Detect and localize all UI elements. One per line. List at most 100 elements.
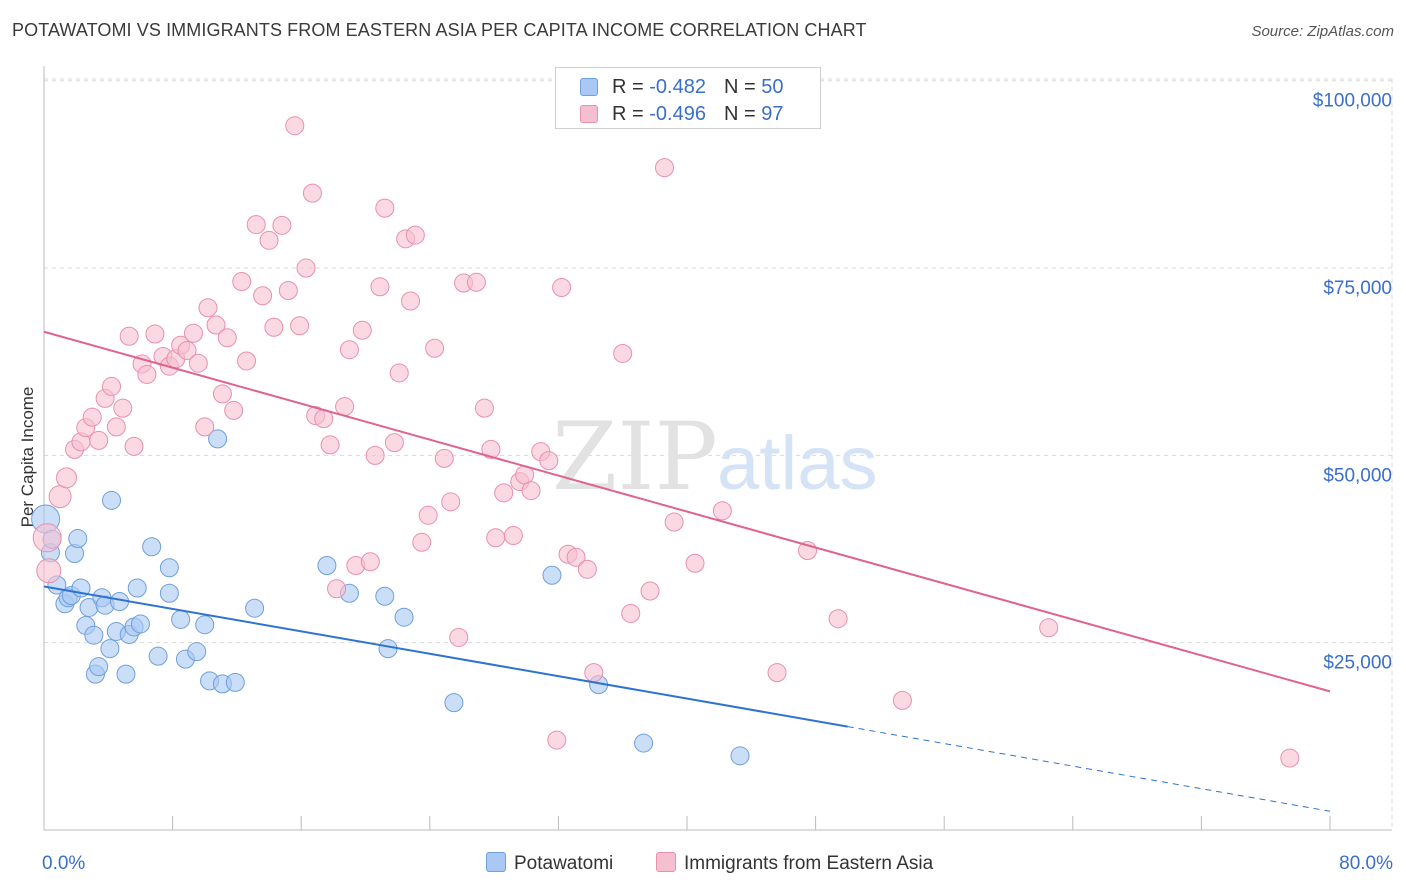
immigrants-point bbox=[494, 483, 514, 503]
immigrants-point bbox=[102, 376, 122, 396]
r-label: R = bbox=[612, 76, 650, 98]
immigrants-point bbox=[621, 603, 641, 623]
source-label: Source: ZipAtlas.com bbox=[1251, 23, 1394, 40]
immigrants-point bbox=[389, 363, 409, 383]
immigrants-point bbox=[434, 448, 454, 468]
immigrants-point bbox=[259, 230, 279, 250]
immigrants-point bbox=[183, 323, 203, 343]
potawatomi-point bbox=[730, 746, 750, 766]
immigrants-point bbox=[1039, 618, 1059, 638]
potawatomi-point bbox=[187, 642, 207, 662]
potawatomi-point bbox=[116, 664, 136, 684]
potawatomi-point bbox=[225, 672, 245, 692]
immigrants-point bbox=[418, 505, 438, 525]
immigrants-point bbox=[1280, 748, 1300, 768]
immigrants-point bbox=[320, 435, 340, 455]
immigrants-point bbox=[405, 225, 425, 245]
r-value: -0.496 bbox=[649, 103, 706, 125]
potawatomi-point bbox=[159, 583, 179, 603]
axis-layer bbox=[43, 66, 1392, 831]
immigrants-point bbox=[198, 298, 218, 318]
potawatomi-point bbox=[375, 586, 395, 606]
immigrants-point bbox=[237, 351, 257, 371]
immigrants-point bbox=[654, 158, 674, 178]
legend-item-potawatomi: Potawatomi bbox=[486, 852, 613, 875]
immigrants-point bbox=[106, 417, 126, 437]
immigrants-point bbox=[401, 291, 421, 311]
potawatomi-point bbox=[159, 558, 179, 578]
immigrants-point bbox=[124, 436, 144, 456]
x-tick-label: 0.0% bbox=[42, 853, 85, 874]
y-tick-label: $75,000 bbox=[1323, 278, 1392, 299]
immigrants-point bbox=[685, 553, 705, 573]
legend-item-immigrants: Immigrants from Eastern Asia bbox=[656, 852, 933, 875]
y-tick-label: $50,000 bbox=[1323, 465, 1392, 486]
immigrants-point bbox=[335, 397, 355, 417]
potawatomi-point bbox=[378, 639, 398, 659]
immigrants-point bbox=[547, 730, 567, 750]
immigrants-point bbox=[232, 272, 252, 292]
immigrants-point bbox=[285, 116, 305, 136]
immigrants-point bbox=[767, 663, 787, 683]
potawatomi-point bbox=[542, 565, 562, 585]
pink-swatch bbox=[580, 105, 598, 123]
series-legend: Potawatomi Immigrants from Eastern Asia bbox=[0, 852, 1406, 878]
chart-title: POTAWATOMI VS IMMIGRANTS FROM EASTERN AS… bbox=[12, 20, 867, 40]
legend-row-potawatomi: R = -0.482 N = 50 bbox=[556, 74, 820, 102]
potawatomi-trend-extension bbox=[847, 726, 1331, 812]
immigrants-point bbox=[828, 609, 848, 629]
legend-row-immigrants: R = -0.496 N = 97 bbox=[556, 101, 820, 129]
immigrants-point bbox=[552, 278, 572, 298]
potawatomi-point bbox=[171, 609, 191, 629]
immigrants-point bbox=[486, 528, 506, 548]
immigrants-point bbox=[441, 492, 461, 512]
immigrants-point bbox=[466, 272, 486, 292]
potawatomi-point bbox=[634, 733, 654, 753]
immigrants-point bbox=[89, 430, 109, 450]
immigrants-point bbox=[370, 277, 390, 297]
immigrants-point bbox=[36, 558, 62, 584]
immigrants-point bbox=[302, 183, 322, 203]
y-tick-label: $25,000 bbox=[1323, 653, 1392, 674]
immigrants-point bbox=[56, 467, 78, 489]
immigrants-trend-line bbox=[43, 330, 1331, 693]
immigrants-point bbox=[224, 400, 244, 420]
immigrants-point bbox=[360, 552, 380, 572]
immigrants-point bbox=[48, 485, 72, 509]
watermark: ZIP atlas bbox=[552, 403, 878, 512]
tick-label-layer: $25,000 $50,000 $75,000 $100,000 0.0% 80.0% bbox=[42, 91, 1393, 874]
r-label: R = bbox=[612, 103, 650, 125]
blue-swatch bbox=[580, 78, 598, 96]
immigrants-point bbox=[584, 663, 604, 683]
immigrants-point bbox=[539, 451, 559, 471]
potawatomi-point bbox=[317, 556, 337, 576]
n-value: 50 bbox=[761, 76, 784, 98]
immigrants-point bbox=[246, 215, 266, 235]
immigrants-point bbox=[613, 343, 633, 363]
potawatomi-point bbox=[89, 657, 109, 677]
immigrants-point bbox=[217, 328, 237, 348]
immigrants-point bbox=[892, 690, 912, 710]
immigrants-point bbox=[177, 340, 197, 360]
potawatomi-point bbox=[195, 615, 215, 635]
n-label: N = bbox=[723, 103, 762, 125]
immigrants-point bbox=[521, 481, 541, 501]
immigrants-point bbox=[339, 340, 359, 360]
points-layer bbox=[31, 116, 1300, 768]
immigrants-point bbox=[206, 315, 226, 335]
immigrants-point bbox=[272, 215, 292, 235]
potawatomi-point bbox=[142, 537, 162, 557]
n-label: N = bbox=[723, 76, 762, 98]
immigrants-point bbox=[577, 559, 597, 579]
n-value: 97 bbox=[761, 103, 784, 125]
grid-layer bbox=[44, 78, 1393, 830]
x-tick-label: 80.0% bbox=[1339, 853, 1393, 874]
correlation-legend: R = -0.482 N = 50 R = -0.496 N = 97 bbox=[555, 67, 821, 129]
immigrants-point bbox=[449, 627, 469, 647]
potawatomi-point bbox=[245, 598, 265, 618]
immigrants-point bbox=[352, 320, 372, 340]
potawatomi-point bbox=[394, 607, 414, 627]
immigrants-point bbox=[264, 317, 284, 337]
immigrants-point bbox=[474, 398, 494, 418]
immigrants-point bbox=[412, 532, 432, 552]
